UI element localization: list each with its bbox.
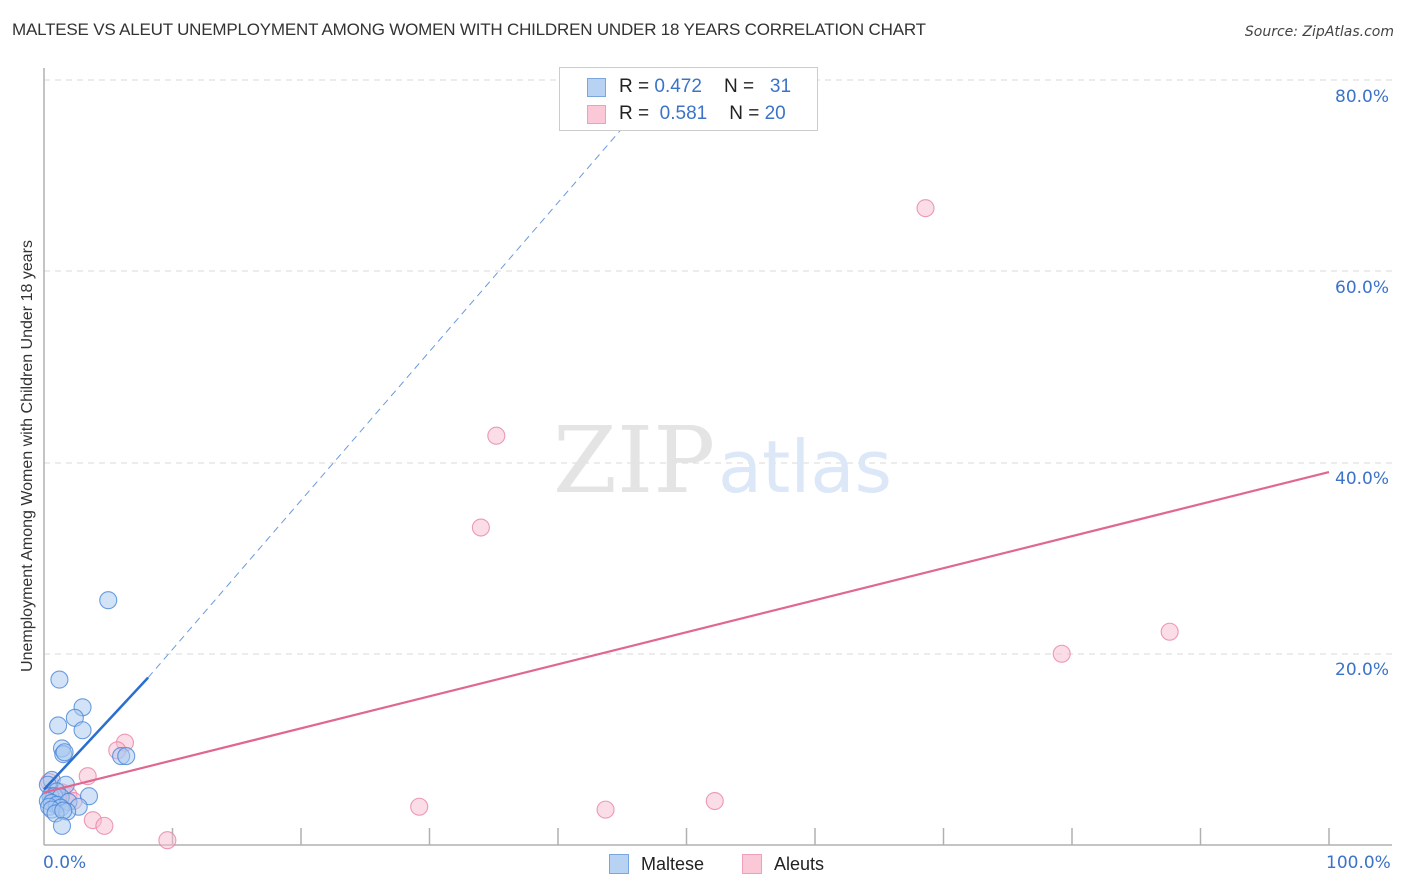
aleuts-point bbox=[705, 791, 724, 811]
n-value: 31 bbox=[769, 76, 792, 97]
maltese-point bbox=[73, 721, 92, 740]
watermark-zip: ZIP bbox=[553, 407, 715, 514]
r-value: 0.581 bbox=[659, 103, 708, 124]
n-label: N = bbox=[723, 76, 755, 97]
maltese-trend-extension bbox=[147, 118, 631, 678]
source-label: Source: ZipAtlas.com bbox=[1244, 24, 1394, 40]
legend-item-aleuts[interactable]: Aleuts bbox=[742, 852, 824, 876]
aleuts-point bbox=[1052, 644, 1071, 663]
watermark-atlas: atlas bbox=[718, 425, 892, 509]
aleuts-point bbox=[596, 800, 615, 819]
maltese-points bbox=[38, 591, 136, 835]
x-tick-max: 100.0% bbox=[1326, 853, 1391, 873]
legend-item-maltese[interactable]: Maltese bbox=[609, 852, 704, 876]
aleuts-point bbox=[916, 199, 935, 218]
maltese-point bbox=[49, 716, 68, 735]
maltese-trend-line bbox=[43, 676, 150, 791]
x-ticks bbox=[171, 828, 1330, 845]
n-label: N = bbox=[729, 103, 760, 124]
aleuts-point bbox=[158, 831, 177, 850]
y-tick-80: 80.0% bbox=[1335, 87, 1390, 107]
maltese-point bbox=[55, 743, 74, 762]
legend-row-aleuts: R = 0.581 N = 20 bbox=[587, 103, 786, 125]
r-value: 0.472 bbox=[654, 76, 702, 97]
maltese-swatch bbox=[609, 854, 629, 874]
maltese-swatch bbox=[587, 77, 606, 97]
aleuts-trend-line bbox=[43, 470, 1330, 794]
y-tick-40: 40.0% bbox=[1335, 469, 1390, 489]
trend-lines bbox=[43, 118, 1330, 794]
n-value: 20 bbox=[764, 103, 786, 124]
legend-row-maltese: R = 0.472 N = 31 bbox=[587, 76, 791, 98]
maltese-point bbox=[50, 670, 69, 689]
aleuts-point bbox=[410, 797, 429, 816]
r-label: R = bbox=[619, 103, 650, 124]
y-tick-20: 20.0% bbox=[1335, 660, 1390, 680]
chart-title: MALTESE VS ALEUT UNEMPLOYMENT AMONG WOME… bbox=[12, 20, 926, 39]
aleuts-point bbox=[487, 426, 506, 445]
maltese-point bbox=[52, 816, 72, 835]
maltese-point bbox=[99, 591, 118, 610]
aleuts-point bbox=[95, 816, 114, 835]
aleuts-swatch bbox=[587, 104, 606, 124]
r-label: R = bbox=[619, 76, 650, 97]
aleuts-swatch bbox=[742, 854, 762, 874]
legend-label: Aleuts bbox=[774, 853, 825, 874]
maltese-point bbox=[54, 801, 73, 820]
gridlines bbox=[44, 79, 1392, 655]
maltese-point bbox=[117, 747, 136, 766]
x-tick-min: 0.0% bbox=[43, 853, 87, 873]
aleuts-point bbox=[471, 518, 490, 537]
correlation-legend: R = 0.472 N = 31 R = 0.581 N = 20 bbox=[559, 67, 818, 131]
legend-label: Maltese bbox=[641, 853, 705, 874]
aleuts-point bbox=[1160, 622, 1179, 641]
y-tick-60: 60.0% bbox=[1335, 278, 1390, 298]
